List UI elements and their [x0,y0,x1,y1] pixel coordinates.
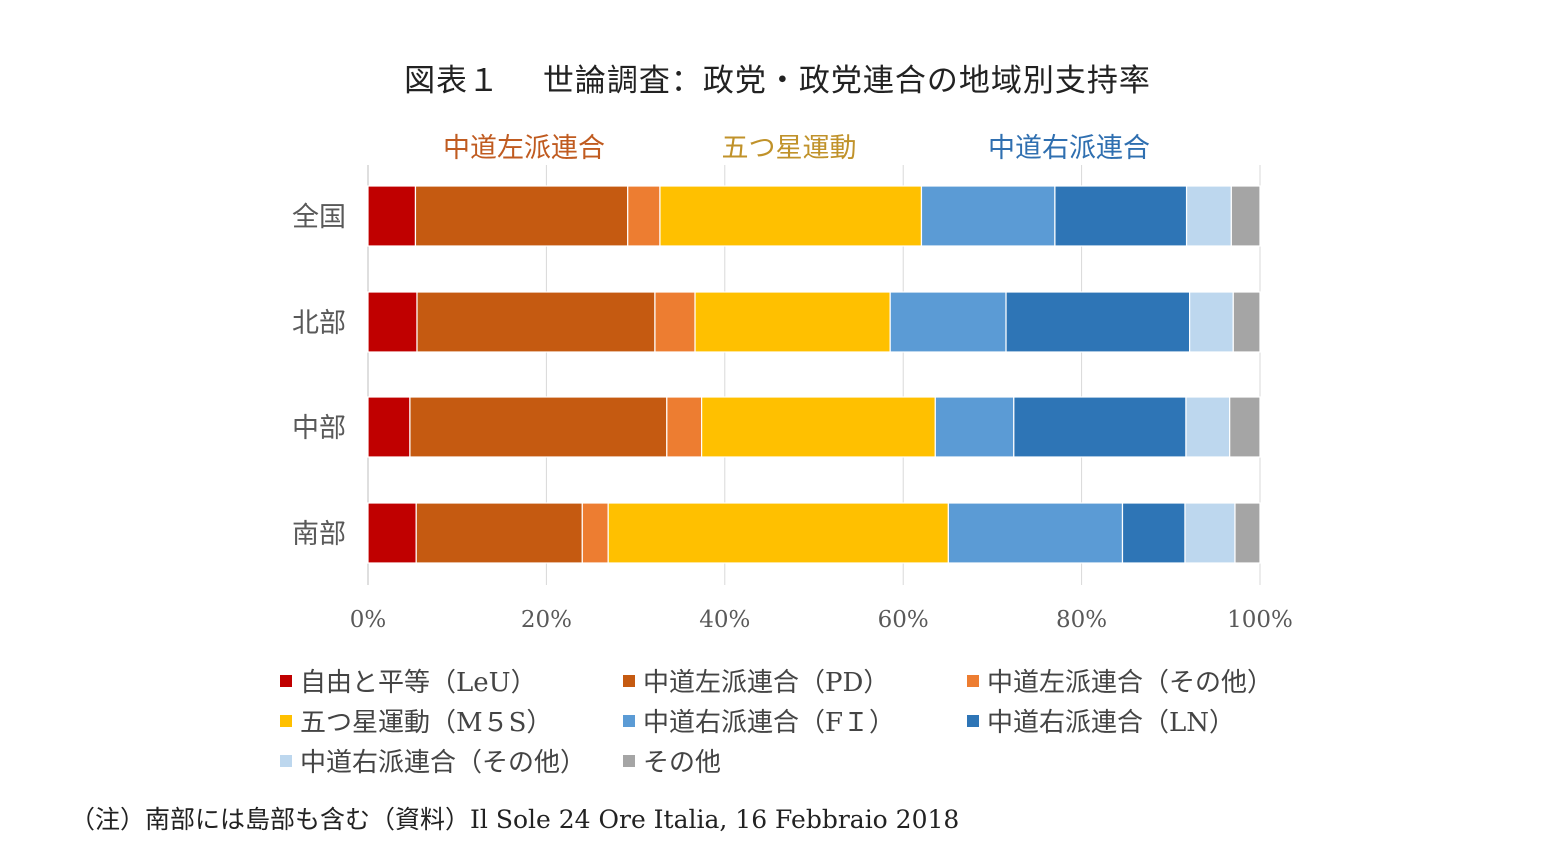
bar-segment [666,396,703,458]
bar-segment [627,185,661,247]
category-label: 北部 [292,308,346,339]
category-label: 全国 [292,202,346,233]
legend-item: その他 [623,742,721,779]
bar-segment [920,185,1056,247]
legend-swatch [967,714,979,727]
bar-segment [947,502,1124,564]
bar-segment [889,291,1007,353]
x-tick-label: 60% [878,607,929,633]
category-label: 南部 [292,519,346,550]
legend-label: 中道右派連合（FＩ） [643,708,896,738]
x-tick-label: 0% [350,607,387,633]
bar-segment [415,502,583,564]
legend-swatch [623,754,635,767]
x-tick-label: 80% [1056,607,1107,633]
group-label: 中道左派連合 [443,133,605,164]
legend-item: 中道右派連合（FＩ） [623,702,895,739]
legend-swatch [623,714,635,727]
bar-segment [1013,396,1187,458]
legend-item: 中道左派連合（PD） [623,662,889,699]
bar-segment [1185,396,1231,458]
legend-label: 五つ星運動（M５S） [300,708,553,738]
bar-segment [654,291,696,353]
bar-segment [1234,502,1261,564]
legend-label: 中道左派連合（PD） [643,668,890,698]
x-tick-label: 40% [699,607,750,633]
legend-swatch [280,674,292,687]
bar-segment [1232,291,1261,353]
legend-swatch [623,674,635,687]
legend-item: 中道右派連合（その他） [280,742,586,779]
legend-swatch [280,754,292,767]
legend-label: 中道右派連合（その他） [300,748,587,778]
legend-swatch [280,714,292,727]
legend-item: 自由と平等（LeU） [280,662,537,699]
legend-label: その他 [643,748,722,778]
bar-segment [367,396,411,458]
bar-segment [1229,396,1261,458]
group-label: 五つ星運動 [722,133,857,164]
bar-segment [367,291,418,353]
chart-title: 図表１ 世論調査：政党・政党連合の地域別支持率 [404,63,1151,99]
bar-segment [934,396,1015,458]
bar-segment [367,502,417,564]
bars [367,185,1261,564]
bar-segment [1121,502,1186,564]
legend-label: 中道右派連合（LN） [987,708,1236,738]
x-tick-label: 20% [521,607,572,633]
legend-item: 五つ星運動（M５S） [280,702,552,739]
group-label: 中道右派連合 [988,133,1150,164]
legend-label: 中道左派連合（その他） [987,668,1274,698]
x-tick-labels: 0% 20% 40% 60% 80% 100% [350,607,1293,633]
bar-segment [414,185,629,247]
legend-swatch [967,674,979,687]
bar-segment [1185,185,1232,247]
x-tick-label: 100% [1227,607,1293,633]
bar-segment [694,291,891,353]
legend-item: 中道左派連合（その他） [967,662,1273,699]
group-labels: 中道左派連合 五つ星運動 中道右派連合 [443,133,1150,164]
bar-segment [409,396,668,458]
legend-item: 中道右派連合（LN） [967,702,1235,739]
bar-segment [607,502,949,564]
source-note: （注）南部には島部も含む（資料）Il Sole 24 Ore Italia, 1… [70,805,960,834]
bar-segment [367,185,417,247]
bar-segment [701,396,936,458]
category-label: 中部 [292,413,346,444]
bar-segment [1230,185,1261,247]
bar-segment [581,502,609,564]
bar-segment [416,291,656,353]
bar-segment [1005,291,1191,353]
bar-segment [1184,502,1236,564]
legend-label: 自由と平等（LeU） [300,668,537,698]
bar-segment [659,185,923,247]
bar-segment [1054,185,1188,247]
bar-segment [1189,291,1234,353]
